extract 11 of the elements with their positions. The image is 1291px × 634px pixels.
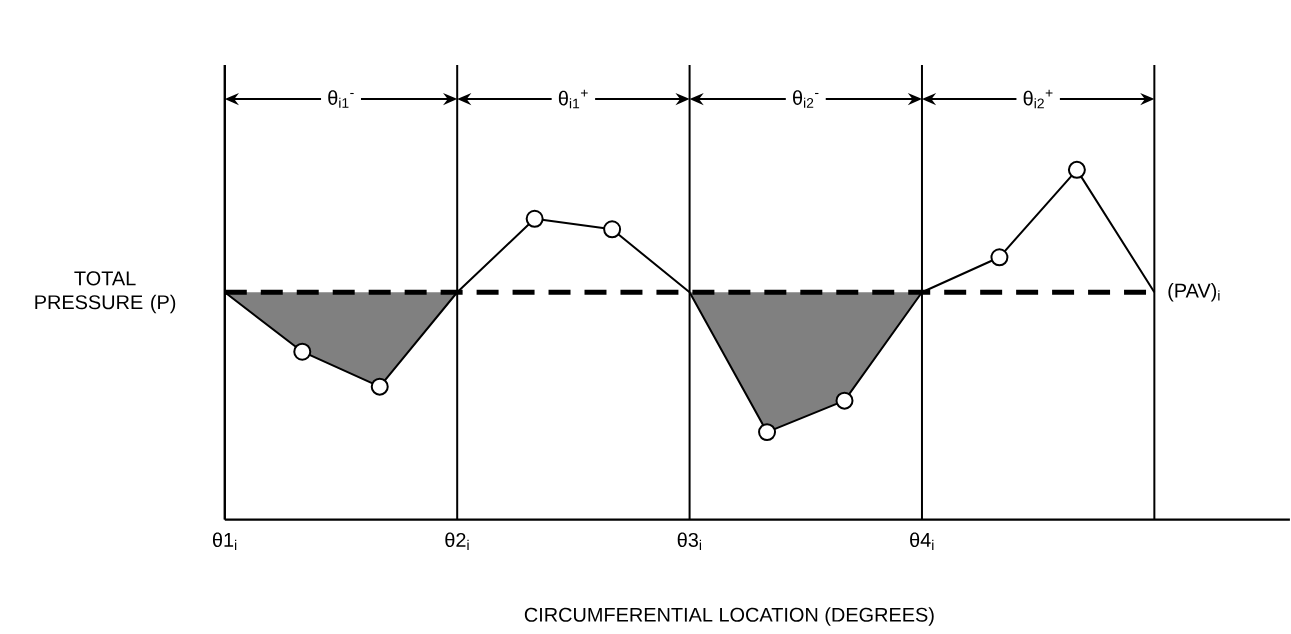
text: θ$_{i2}$- bbox=[793, 90, 819, 108]
text: θ$_{i2}$+ bbox=[1023, 89, 1053, 109]
x-tick-label: θ3$_{i}$ bbox=[677, 532, 702, 550]
x-tick-label: θ2$_{i}$ bbox=[445, 532, 469, 550]
text: θ$_{i1}$- bbox=[328, 90, 354, 108]
y-axis-title: TOTAL PRESSURE (P) bbox=[35, 271, 176, 313]
text: θ$_{i1}$+ bbox=[558, 89, 588, 109]
x-tick-label: θ1$_{i}$ bbox=[212, 532, 237, 550]
x-tick-label: θ4$_{i}$ bbox=[910, 532, 934, 550]
ref-line-label: (PAV)$_{i}$ bbox=[1168, 282, 1220, 302]
x-axis-title: CIRCUMFERENTIAL LOCATION (DEGREES) bbox=[524, 606, 934, 626]
